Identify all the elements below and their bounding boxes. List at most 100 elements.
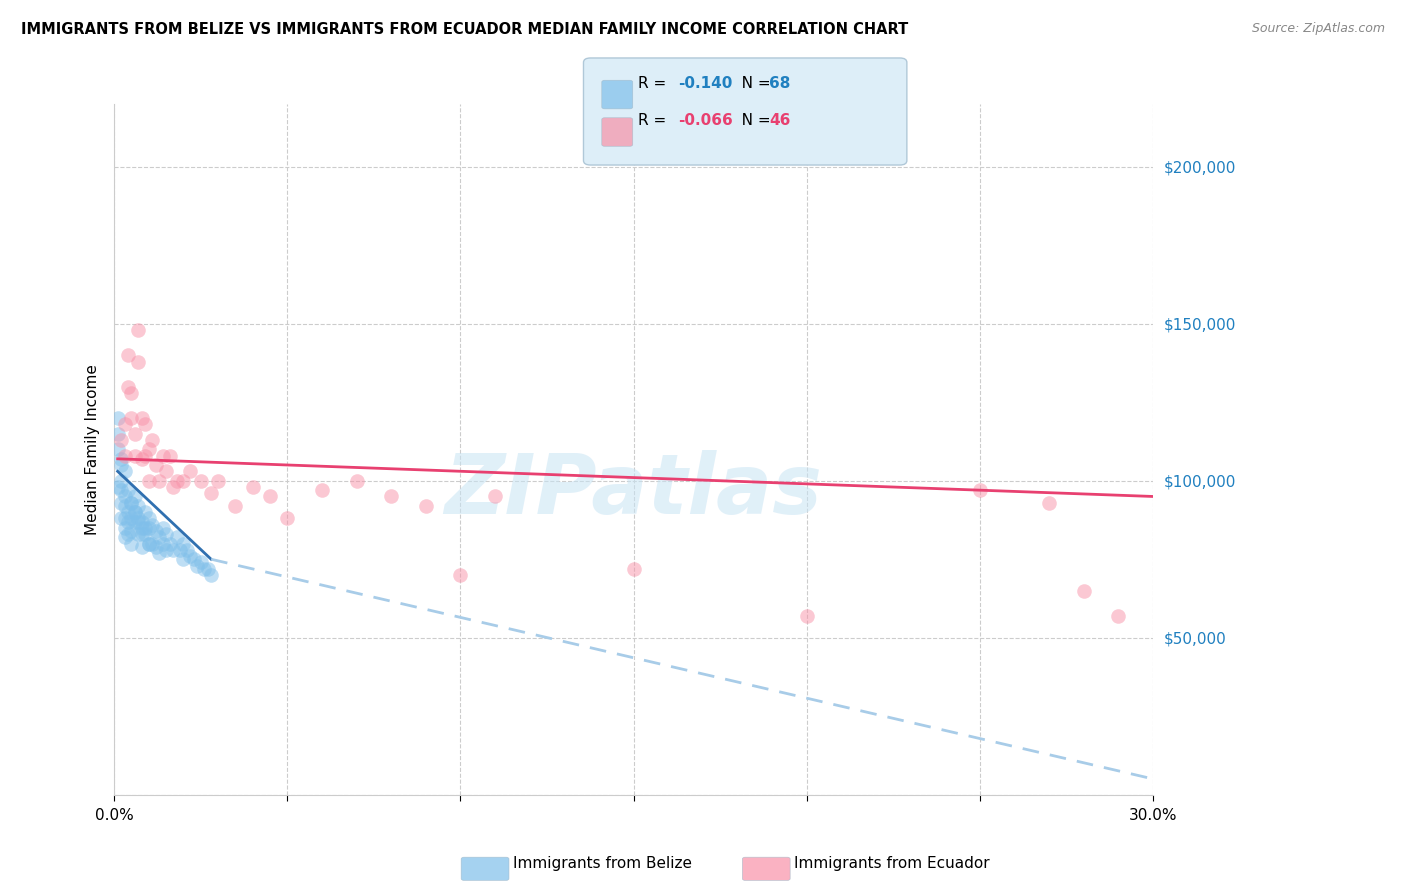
Text: IMMIGRANTS FROM BELIZE VS IMMIGRANTS FROM ECUADOR MEDIAN FAMILY INCOME CORRELATI: IMMIGRANTS FROM BELIZE VS IMMIGRANTS FRO… (21, 22, 908, 37)
Point (193, 561, 215, 575)
Point (162, 542, 184, 557)
Point (127, 515, 149, 529)
Point (162, 480, 184, 494)
Text: N =: N = (727, 76, 775, 91)
Point (138, 511, 160, 525)
Point (124, 449, 146, 463)
Point (107, 411, 129, 425)
Point (207, 474, 229, 488)
Point (131, 451, 153, 466)
Text: R =: R = (638, 113, 672, 128)
Point (148, 546, 170, 560)
Point (141, 536, 163, 550)
Point (190, 555, 212, 569)
Point (200, 568, 222, 582)
Point (127, 499, 149, 513)
Point (114, 417, 136, 432)
Point (121, 524, 143, 538)
Point (121, 536, 143, 550)
Point (380, 490, 402, 504)
Point (114, 521, 136, 535)
Point (484, 490, 506, 504)
Point (190, 474, 212, 488)
Text: -0.140: -0.140 (678, 76, 733, 91)
Point (148, 530, 170, 544)
Point (415, 499, 437, 513)
Point (145, 458, 167, 472)
Point (1073, 583, 1095, 598)
Text: N =: N = (727, 113, 775, 128)
Point (121, 496, 143, 510)
Point (259, 490, 281, 504)
Point (117, 379, 139, 393)
Point (114, 530, 136, 544)
Point (110, 474, 132, 488)
Text: Source: ZipAtlas.com: Source: ZipAtlas.com (1251, 22, 1385, 36)
Point (1038, 496, 1060, 510)
Point (121, 385, 143, 400)
Point (224, 499, 246, 513)
Point (152, 536, 174, 550)
Point (152, 449, 174, 463)
Point (172, 536, 194, 550)
Text: Immigrants from Ecuador: Immigrants from Ecuador (794, 856, 990, 871)
Point (131, 411, 153, 425)
Point (134, 521, 156, 535)
Point (138, 521, 160, 535)
Point (155, 527, 177, 541)
Point (110, 458, 132, 472)
Point (159, 449, 181, 463)
Point (121, 511, 143, 525)
Point (242, 480, 264, 494)
Point (159, 536, 181, 550)
Point (155, 464, 177, 478)
Point (124, 426, 146, 441)
Point (148, 474, 170, 488)
Point (131, 521, 153, 535)
Point (200, 486, 222, 500)
Point (145, 524, 167, 538)
Text: 46: 46 (769, 113, 790, 128)
Point (172, 474, 194, 488)
Point (124, 505, 146, 519)
Point (346, 474, 368, 488)
Y-axis label: Median Family Income: Median Family Income (86, 364, 100, 535)
Point (796, 608, 818, 623)
Point (131, 515, 153, 529)
Point (121, 496, 143, 510)
Point (110, 433, 132, 447)
Point (110, 451, 132, 466)
Point (138, 536, 160, 550)
Point (114, 511, 136, 525)
Point (134, 505, 156, 519)
Text: -0.066: -0.066 (678, 113, 733, 128)
Point (110, 496, 132, 510)
Point (117, 348, 139, 362)
Text: ZIPatlas: ZIPatlas (444, 450, 823, 532)
Point (141, 433, 163, 447)
Point (138, 474, 160, 488)
Point (138, 536, 160, 550)
Point (117, 527, 139, 541)
Point (134, 527, 156, 541)
Point (134, 449, 156, 463)
Point (131, 540, 153, 554)
Point (166, 474, 188, 488)
Point (169, 542, 191, 557)
Point (166, 530, 188, 544)
Text: 68: 68 (769, 76, 790, 91)
Point (127, 323, 149, 337)
Point (124, 490, 146, 504)
Point (183, 552, 205, 566)
Point (114, 464, 136, 478)
Point (197, 561, 219, 575)
Point (110, 511, 132, 525)
Point (117, 515, 139, 529)
Point (107, 480, 129, 494)
Point (131, 527, 153, 541)
Point (152, 521, 174, 535)
Point (969, 483, 991, 498)
Point (107, 426, 129, 441)
Text: Immigrants from Belize: Immigrants from Belize (513, 856, 692, 871)
Point (623, 561, 645, 575)
